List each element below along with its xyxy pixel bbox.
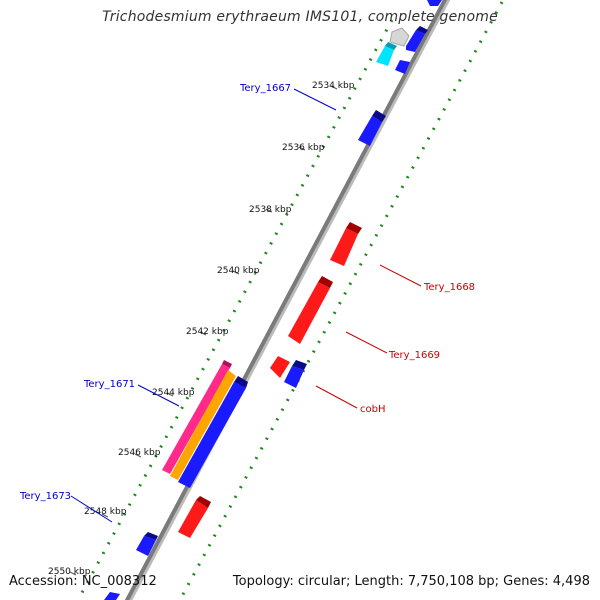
tick-label: 2540 kbp <box>217 266 260 276</box>
leader-lines <box>70 88 422 523</box>
gene-feature-cyan <box>376 46 394 66</box>
gene-feature-reverse <box>178 500 208 538</box>
map-title: Trichodesmium erythraeum IMS101, complet… <box>102 9 498 25</box>
tick-labels: 2534 kbp 2536 kbp 2538 kbp 2540 kbp 2542… <box>48 81 355 577</box>
gene-feature-tery-1671 <box>178 382 246 488</box>
gene-feature-forward <box>395 60 410 74</box>
tick-label: 2534 kbp <box>312 81 355 91</box>
genome-summary: Topology: circular; Length: 7,750,108 bp… <box>232 574 590 589</box>
gene-feature-cyan-edge <box>385 42 397 50</box>
gene-feature-forward <box>104 592 120 600</box>
tick-label: 2544 kbp <box>152 388 195 398</box>
gene-feature-reverse-edge <box>196 496 211 508</box>
gene-feature-orange <box>170 370 236 480</box>
gene-feature-forward-edge <box>416 26 428 34</box>
tick-label: 2536 kbp <box>282 143 325 153</box>
gene-feature-forward <box>406 30 425 52</box>
gene-feature-forward-edge <box>292 360 307 370</box>
tick-label: 2538 kbp <box>249 205 292 215</box>
gene-label-tery-1671: Tery_1671 <box>83 379 135 390</box>
gc-track-outer <box>178 1 504 600</box>
gene-feature-cobh <box>270 356 290 378</box>
tick-label: 2548 kbp <box>84 507 127 517</box>
gene-feature-forward <box>427 0 442 6</box>
gene-label-tery-1669: Tery_1669 <box>388 350 440 361</box>
gene-label-tery-1667: Tery_1667 <box>239 83 291 94</box>
gene-feature-tery-1673 <box>136 536 156 556</box>
gene-label-tery-1673: Tery_1673 <box>19 491 71 502</box>
gene-label-tery-1668: Tery_1668 <box>423 282 475 293</box>
gene-feature-tery-1669 <box>288 282 330 344</box>
tick-label: 2550 kbp <box>48 567 91 577</box>
gene-feature-tery-1668 <box>330 228 358 266</box>
tick-label: 2546 kbp <box>118 448 161 458</box>
genome-backbone <box>124 0 448 600</box>
gene-feature-tery-1671-edge <box>234 376 248 388</box>
gene-feature-tery-1667-edge <box>372 110 386 122</box>
tick-label: 2542 kbp <box>186 327 229 337</box>
gene-feature-tery-1669-edge <box>318 276 333 288</box>
tick-marks <box>69 85 338 576</box>
gene-label-cobh: cobH <box>360 404 385 415</box>
gene-feature-forward-edge <box>144 532 158 540</box>
accession-label: Accession: NC_008312 <box>9 574 157 589</box>
gene-feature-pink-edge <box>222 360 232 368</box>
gene-feature-forward <box>284 366 304 388</box>
gene-feature-pink <box>162 364 230 474</box>
gene-feature-tery-1668-edge <box>346 222 362 234</box>
gene-labels: Tery_1667 Tery_1668 Tery_1669 cobH Tery_… <box>19 83 475 502</box>
gene-feature-tery-1667 <box>358 116 382 146</box>
gene-feature-grey <box>389 27 410 47</box>
